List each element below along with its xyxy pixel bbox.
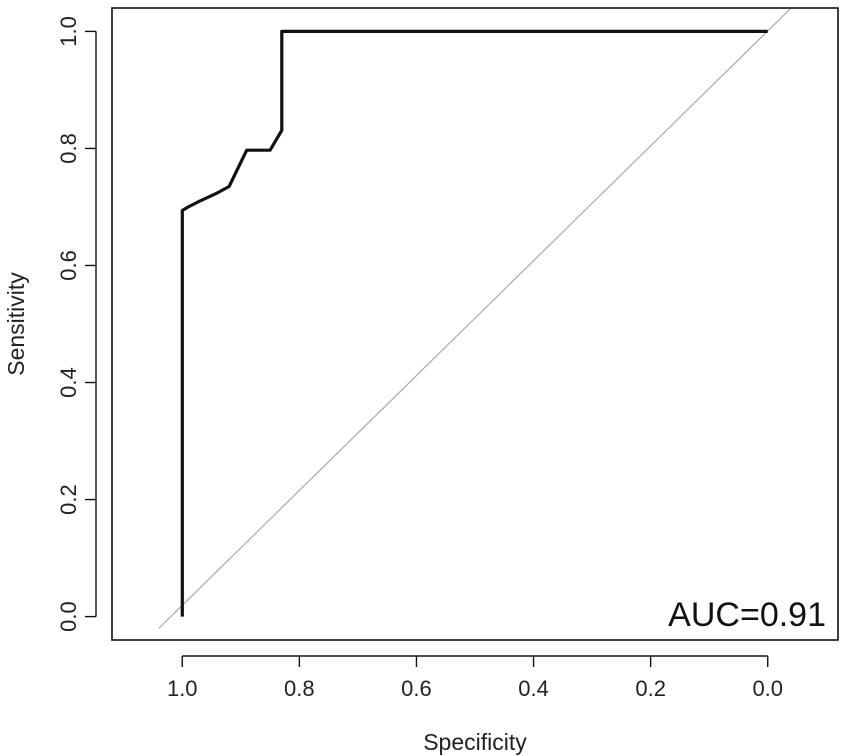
- y-tick-label: 0.4: [56, 367, 81, 398]
- y-tick-label: 0.8: [56, 133, 81, 164]
- x-tick-label: 0.0: [752, 676, 783, 701]
- plot-frame: [111, 7, 839, 641]
- y-tick-label: 1.0: [56, 16, 81, 47]
- y-axis-label: Sensitivity: [3, 272, 29, 376]
- reference-diagonal-line: [158, 7, 792, 629]
- y-tick-label: 0.6: [56, 250, 81, 281]
- auc-annotation: AUC=0.91: [668, 596, 826, 634]
- x-tick-label: 0.8: [284, 676, 315, 701]
- y-tick-label: 0.0: [56, 601, 81, 632]
- x-axis-label: Specificity: [423, 729, 527, 755]
- x-tick-label: 0.6: [401, 676, 432, 701]
- x-tick-label: 0.4: [518, 676, 549, 701]
- x-tick-label: 1.0: [167, 676, 198, 701]
- roc-curve-line: [180, 29, 768, 617]
- y-tick-label: 0.2: [56, 484, 81, 515]
- x-tick-label: 0.2: [635, 676, 666, 701]
